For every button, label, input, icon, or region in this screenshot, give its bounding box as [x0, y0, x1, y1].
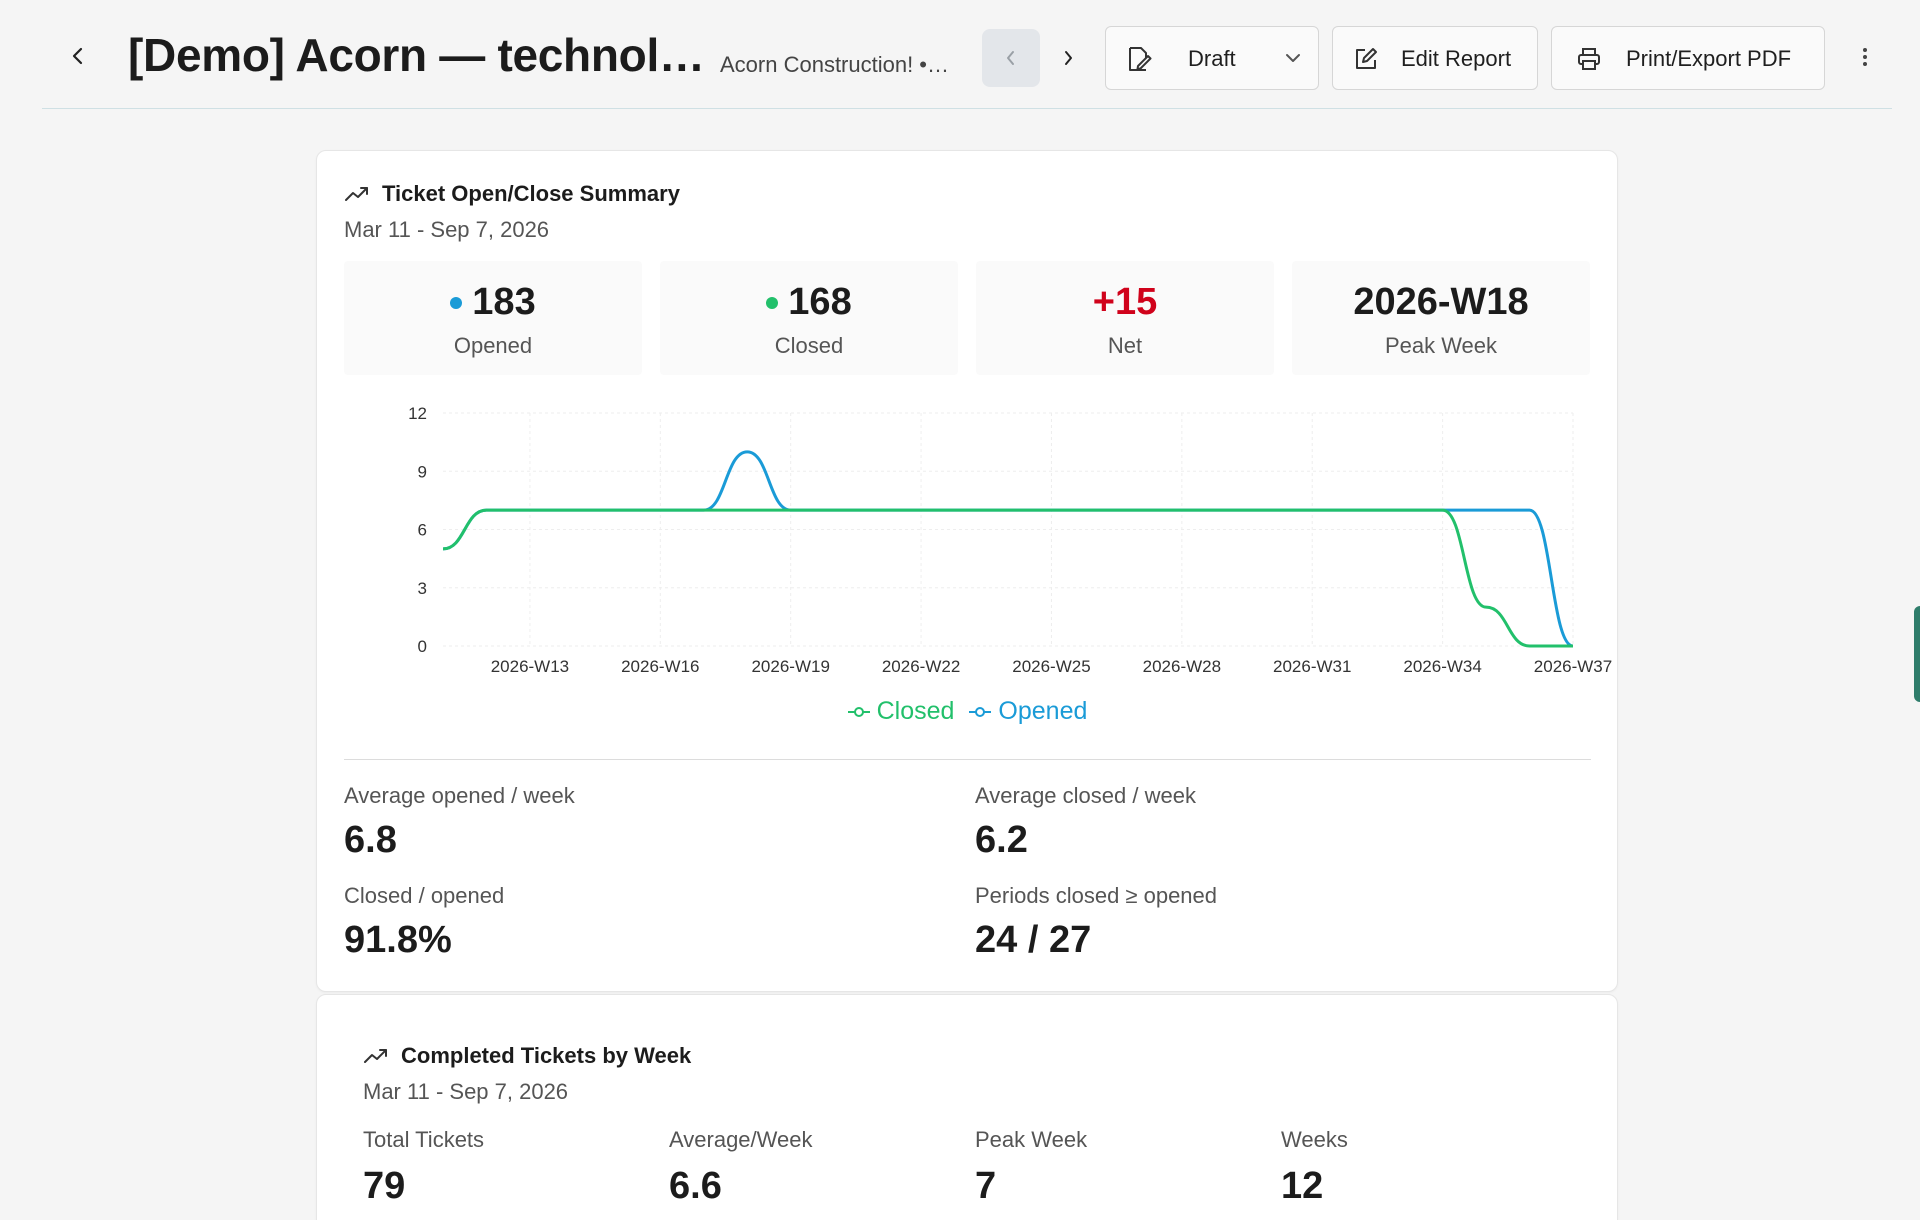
completed-stat-average: Average/Week 6.6: [669, 1127, 813, 1208]
kpi-opened-value: 183: [472, 281, 536, 323]
chevron-left-icon: [1007, 51, 1014, 65]
x-tick-label: 2026-W37: [1534, 657, 1612, 676]
y-tick-label: 3: [418, 579, 427, 598]
ticket-summary-date-range: Mar 11 - Sep 7, 2026: [344, 217, 550, 242]
completed-tickets-header: Completed Tickets by Week: [363, 1043, 691, 1069]
report-title: [Demo] Acorn — technol…: [128, 29, 705, 81]
report-header: [Demo] Acorn — technol… Acorn Constructi…: [0, 0, 1920, 110]
x-tick-label: 2026-W31: [1273, 657, 1351, 676]
edit-report-button[interactable]: Edit Report: [1332, 26, 1538, 90]
series-line-closed: [442, 508, 1573, 648]
kpi-closed-value: 168: [788, 281, 852, 323]
kpi-peak-week: 2026-W18 Peak Week: [1292, 261, 1590, 375]
x-tick-label: 2026-W16: [621, 657, 699, 676]
stat-periods-value: 24 / 27: [975, 919, 1092, 961]
legend-label-closed: Closed: [876, 697, 955, 725]
previous-report-button[interactable]: [982, 29, 1040, 87]
stat-avg-closed-value: 6.2: [975, 819, 1028, 861]
print-export-pdf-button[interactable]: Print/Export PDF: [1551, 26, 1825, 90]
completed-stat-label: Average/Week: [669, 1127, 813, 1152]
stat-avg-opened-label: Average opened / week: [344, 783, 575, 808]
status-select[interactable]: Draft: [1105, 26, 1319, 90]
ticket-summary-header: Ticket Open/Close Summary: [344, 181, 680, 207]
chevron-down-icon: [1284, 51, 1302, 65]
series-line-opened: [442, 450, 1574, 648]
completed-stat-value: 79: [363, 1165, 406, 1207]
completed-stat-value: 6.6: [669, 1165, 722, 1207]
completed-stat-weeks: Weeks 12: [1281, 1127, 1348, 1208]
stat-periods-closed: Periods closed ≥ opened 24 / 27: [975, 883, 1217, 962]
open-close-chart-svg: 0 3 6 9 12 2026-W13 2026-W16 2026-W19 2026-W22 20…: [408, 404, 1612, 676]
x-tick-label: 2026-W19: [751, 657, 829, 676]
printer-icon: [1576, 46, 1602, 72]
y-tick-label: 9: [418, 462, 427, 481]
y-tick-label: 0: [418, 637, 427, 656]
stats-divider: [344, 759, 1591, 760]
y-tick-label: 6: [418, 521, 427, 540]
edit-document-icon: [1126, 45, 1152, 73]
stat-avg-opened: Average opened / week 6.8: [344, 783, 575, 862]
completed-stat-peak-week: Peak Week 7: [975, 1127, 1087, 1208]
completed-tickets-date-range: Mar 11 - Sep 7, 2026: [363, 1079, 569, 1104]
kpi-net: +15 Net: [976, 261, 1274, 375]
kpi-peak-week-label: Peak Week: [1384, 333, 1498, 358]
completed-stat-value: 12: [1281, 1165, 1324, 1207]
x-tick-label: 2026-W25: [1012, 657, 1090, 676]
edit-report-label: Edit Report: [1401, 46, 1512, 71]
legend-line-icon: [969, 706, 992, 717]
pencil-square-icon: [1353, 46, 1379, 72]
completed-stat-label: Total Tickets: [363, 1127, 485, 1152]
stat-closed-opened-ratio: Closed / opened 91.8%: [344, 883, 504, 962]
x-tick-label: 2026-W34: [1403, 657, 1481, 676]
kpi-net-label: Net: [1107, 333, 1143, 358]
status-value: Draft: [1188, 46, 1236, 71]
stat-avg-opened-value: 6.8: [344, 819, 397, 861]
kpi-closed: 168 Closed: [660, 261, 958, 375]
x-tick-label: 2026-W13: [491, 657, 569, 676]
completed-stat-total: Total Tickets 79: [363, 1127, 484, 1208]
stat-avg-closed: Average closed / week 6.2: [975, 783, 1196, 862]
kpi-net-value: +15: [1092, 281, 1158, 323]
chart-legend: Closed Opened: [317, 697, 1617, 726]
completed-stat-label: Peak Week: [975, 1127, 1088, 1152]
legend-item-opened[interactable]: Opened: [968, 697, 1087, 726]
next-report-button[interactable]: [1048, 29, 1088, 87]
trending-up-icon: [345, 187, 368, 201]
stat-periods-label: Periods closed ≥ opened: [975, 883, 1218, 908]
ticket-summary-title: Ticket Open/Close Summary: [382, 181, 680, 206]
print-export-label: Print/Export PDF: [1626, 46, 1792, 71]
more-vertical-icon: [1863, 48, 1867, 66]
kpi-closed-label: Closed: [774, 333, 844, 358]
closed-dot-icon: [766, 296, 779, 309]
stat-ratio-value: 91.8%: [344, 919, 452, 961]
kpi-peak-week-value: 2026-W18: [1353, 281, 1529, 323]
back-button[interactable]: [60, 38, 96, 74]
legend-item-closed[interactable]: Closed: [847, 697, 955, 726]
report-subtitle: Acorn Construction! •…: [720, 52, 950, 77]
opened-dot-icon: [450, 296, 463, 309]
kpi-opened: 183 Opened: [344, 261, 642, 375]
stat-avg-closed-label: Average closed / week: [975, 783, 1196, 808]
more-options-button[interactable]: [1850, 42, 1880, 72]
legend-line-icon: [847, 706, 870, 717]
completed-tickets-title: Completed Tickets by Week: [401, 1043, 692, 1068]
stat-ratio-label: Closed / opened: [344, 883, 505, 908]
side-panel-tab[interactable]: [1914, 606, 1920, 702]
completed-stat-value: 7: [975, 1165, 997, 1207]
x-tick-label: 2026-W28: [1143, 657, 1221, 676]
ticket-summary-card: Ticket Open/Close Summary Mar 11 - Sep 7…: [316, 150, 1618, 992]
header-divider: [42, 108, 1892, 109]
y-tick-label: 12: [408, 404, 427, 423]
completed-tickets-card: Completed Tickets by Week Mar 11 - Sep 7…: [316, 994, 1618, 1220]
chevron-left-icon: [72, 47, 83, 65]
x-tick-label: 2026-W22: [882, 657, 960, 676]
trending-up-icon: [364, 1049, 387, 1063]
completed-stat-label: Weeks: [1281, 1127, 1348, 1152]
kpi-opened-label: Opened: [453, 333, 533, 358]
legend-label-opened: Opened: [998, 697, 1088, 725]
chevron-right-icon: [1065, 51, 1072, 65]
open-close-chart: 0 3 6 9 12 2026-W13 2026-W16 2026-W19 2026-W22 20…: [317, 391, 1619, 691]
